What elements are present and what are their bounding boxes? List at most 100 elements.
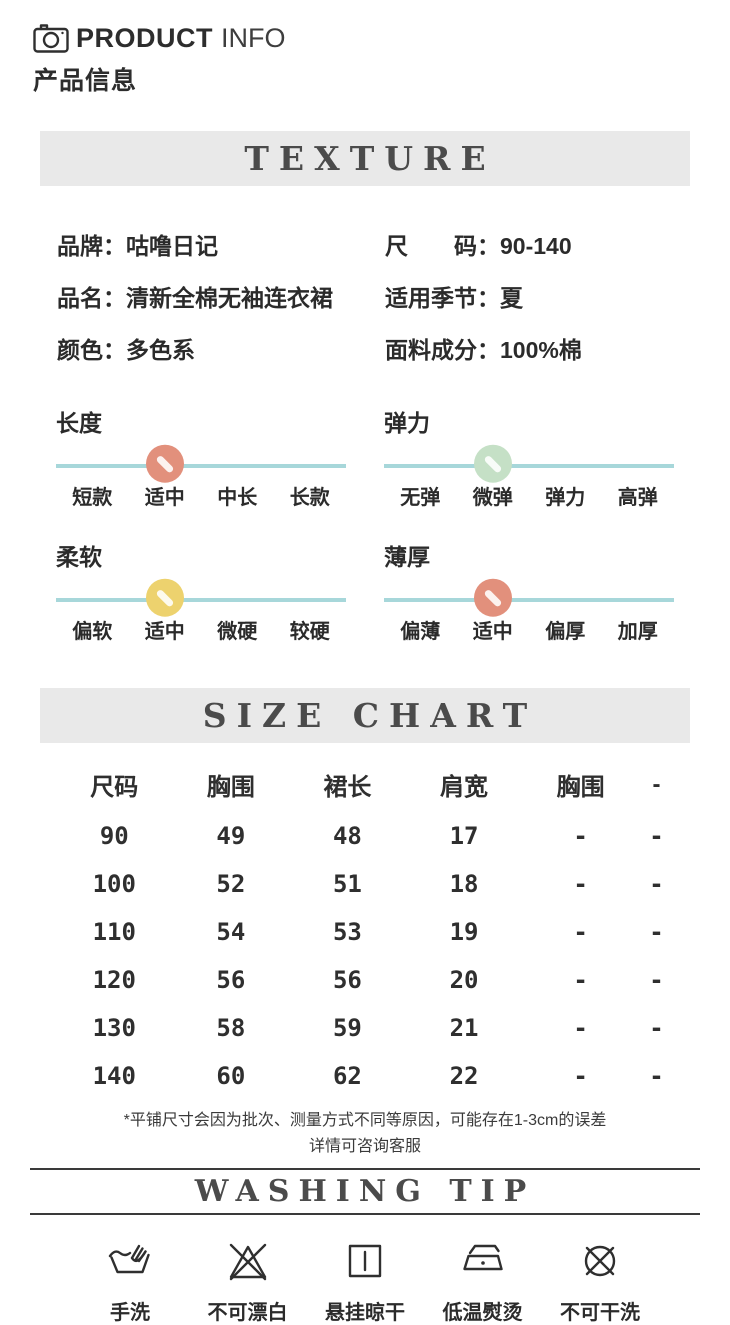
washing-tip-banner: WASHING TIP bbox=[30, 1168, 700, 1215]
table-cell: 48 bbox=[332, 822, 362, 850]
table-header-cell: 尺码 bbox=[90, 774, 139, 801]
table-cell: - bbox=[649, 1062, 664, 1090]
table-cell: 58 bbox=[216, 1014, 246, 1042]
slider-option: 加厚 bbox=[617, 621, 658, 643]
table-cell: 17 bbox=[449, 822, 479, 850]
slider-option: 微硬 bbox=[217, 621, 258, 643]
detail-value: 100%棉 bbox=[500, 337, 582, 363]
table-cell: - bbox=[649, 870, 664, 898]
table-cell: - bbox=[573, 1062, 588, 1090]
slider-track bbox=[56, 444, 346, 483]
slider-marker bbox=[145, 578, 184, 617]
slider-softness: 柔软 偏软 适中 微硬 较硬 bbox=[56, 538, 346, 644]
table-cell: 90 bbox=[99, 822, 129, 850]
table-cell: 49 bbox=[216, 822, 246, 850]
slider-marker bbox=[473, 444, 512, 483]
slider-length: 长度 短款 适中 中长 长款 bbox=[56, 404, 346, 510]
detail-label: 适用季节： bbox=[385, 285, 500, 311]
size-note-line2: 详情可咨询客服 bbox=[308, 1138, 421, 1155]
table-cell: 110 bbox=[92, 918, 136, 946]
slider-option: 偏薄 bbox=[400, 621, 441, 643]
slider-option: 适中 bbox=[144, 487, 185, 509]
slider-options: 无弹 微弹 弹力 高弹 bbox=[384, 481, 674, 510]
marker-stroke bbox=[155, 454, 175, 474]
page-title-bold: PRODUCT bbox=[76, 22, 213, 53]
table-cell: - bbox=[649, 822, 664, 850]
table-cell: - bbox=[573, 918, 588, 946]
slider-option: 中长 bbox=[217, 487, 258, 509]
slider-thickness: 薄厚 偏薄 适中 偏厚 加厚 bbox=[384, 538, 674, 644]
table-header-row: 尺码 胸围 裙长 肩宽 胸围 - bbox=[56, 757, 674, 812]
table-header-cell: 胸围 bbox=[556, 774, 605, 801]
slider-option: 适中 bbox=[472, 621, 513, 643]
slider-option: 偏软 bbox=[72, 621, 113, 643]
detail-value: 90-140 bbox=[500, 233, 572, 259]
table-header-cell: 肩宽 bbox=[440, 774, 489, 801]
table-cell: 18 bbox=[449, 870, 479, 898]
wash-item-low-temp-iron: 低温熨烫 bbox=[439, 1239, 527, 1325]
size-chart-banner: SIZE CHART bbox=[40, 688, 690, 743]
detail-brand: 品牌： 咕噜日记 bbox=[57, 232, 385, 260]
table-cell: 21 bbox=[449, 1014, 479, 1042]
slider-track bbox=[56, 578, 346, 617]
size-note: *平铺尺寸会因为批次、测量方式不同等原因，可能存在1-3cm的误差 详情可咨询客… bbox=[0, 1108, 730, 1160]
hand-wash-icon bbox=[108, 1244, 150, 1274]
slider-title: 柔软 bbox=[56, 544, 102, 570]
slider-option: 微弹 bbox=[472, 487, 513, 509]
size-table-body: 90 49 48 17 - - 100 52 51 18 - - 110 54 53 19 - - 120 56 56 2… bbox=[56, 812, 674, 1100]
slider-option: 无弹 bbox=[400, 487, 441, 509]
size-note-line1: *平铺尺寸会因为批次、测量方式不同等原因，可能存在1-3cm的误差 bbox=[123, 1112, 607, 1129]
marker-stroke bbox=[155, 588, 175, 608]
table-cell: - bbox=[573, 822, 588, 850]
washing-tip-banner-text: WASHING TIP bbox=[194, 1174, 536, 1209]
wash-item-label: 低温熨烫 bbox=[442, 1302, 523, 1324]
table-cell: - bbox=[649, 918, 664, 946]
detail-fabric: 面料成分： 100%棉 bbox=[385, 336, 730, 364]
table-cell: 130 bbox=[92, 1014, 136, 1042]
slider-options: 偏薄 适中 偏厚 加厚 bbox=[384, 615, 674, 644]
hang-dry-icon bbox=[348, 1244, 382, 1278]
slider-option: 偏厚 bbox=[545, 621, 586, 643]
table-cell: - bbox=[573, 966, 588, 994]
wash-item-label: 手洗 bbox=[110, 1302, 150, 1324]
marker-stroke bbox=[483, 588, 503, 608]
attribute-sliders: 长度 短款 适中 中长 长款 弹力 无弹 微弹 弹力 高弹 bbox=[0, 364, 730, 644]
wash-item-label: 不可干洗 bbox=[560, 1302, 640, 1324]
size-chart-banner-text: SIZE CHART bbox=[202, 696, 538, 735]
table-cell: 120 bbox=[92, 966, 136, 994]
detail-value: 多色系 bbox=[126, 337, 195, 363]
slider-option: 适中 bbox=[144, 621, 185, 643]
no-bleach-icon bbox=[229, 1243, 266, 1281]
slider-options: 偏软 适中 微硬 较硬 bbox=[56, 615, 346, 644]
page-subtitle: 产品信息 bbox=[33, 67, 138, 95]
size-table: 尺码 胸围 裙长 肩宽 胸围 - 90 49 48 17 - - 100 52 51 18 - - 110 54 53… bbox=[56, 757, 674, 1100]
table-cell: - bbox=[649, 1014, 664, 1042]
table-cell: 62 bbox=[332, 1062, 362, 1090]
detail-size-range: 尺 码： 90-140 bbox=[385, 232, 730, 260]
slider-option: 较硬 bbox=[289, 621, 330, 643]
table-row: 140 60 62 22 - - bbox=[56, 1052, 674, 1100]
table-cell: 22 bbox=[449, 1062, 479, 1090]
marker-stroke bbox=[483, 454, 503, 474]
slider-options: 短款 适中 中长 长款 bbox=[56, 481, 346, 510]
slider-option: 长款 bbox=[289, 487, 330, 509]
table-cell: 56 bbox=[332, 966, 362, 994]
table-row: 130 58 59 21 - - bbox=[56, 1004, 674, 1052]
wash-item-hand-wash: 手洗 bbox=[86, 1239, 174, 1325]
product-info-page: PRODUCT INFO 产品信息 TEXTURE 品牌： 咕噜日记 尺 码： … bbox=[0, 22, 730, 1324]
table-cell: 56 bbox=[216, 966, 246, 994]
table-header-cell: - bbox=[652, 770, 661, 798]
wash-item-no-dry-clean: 不可干洗 bbox=[556, 1239, 644, 1325]
detail-label: 品名： bbox=[57, 285, 126, 311]
table-row: 110 54 53 19 - - bbox=[56, 908, 674, 956]
slider-elasticity: 弹力 无弹 微弹 弹力 高弹 bbox=[384, 404, 674, 510]
page-title-light: INFO bbox=[221, 22, 286, 53]
detail-label: 品牌： bbox=[57, 233, 126, 259]
detail-product-name: 品名： 清新全棉无袖连衣裙 bbox=[57, 284, 385, 312]
wash-item-label: 悬挂晾干 bbox=[325, 1302, 405, 1324]
detail-value: 咕噜日记 bbox=[126, 233, 218, 259]
detail-season: 适用季节： 夏 bbox=[385, 284, 730, 312]
table-cell: 54 bbox=[216, 918, 246, 946]
table-cell: 60 bbox=[216, 1062, 246, 1090]
no-dry-clean-icon bbox=[584, 1245, 616, 1277]
